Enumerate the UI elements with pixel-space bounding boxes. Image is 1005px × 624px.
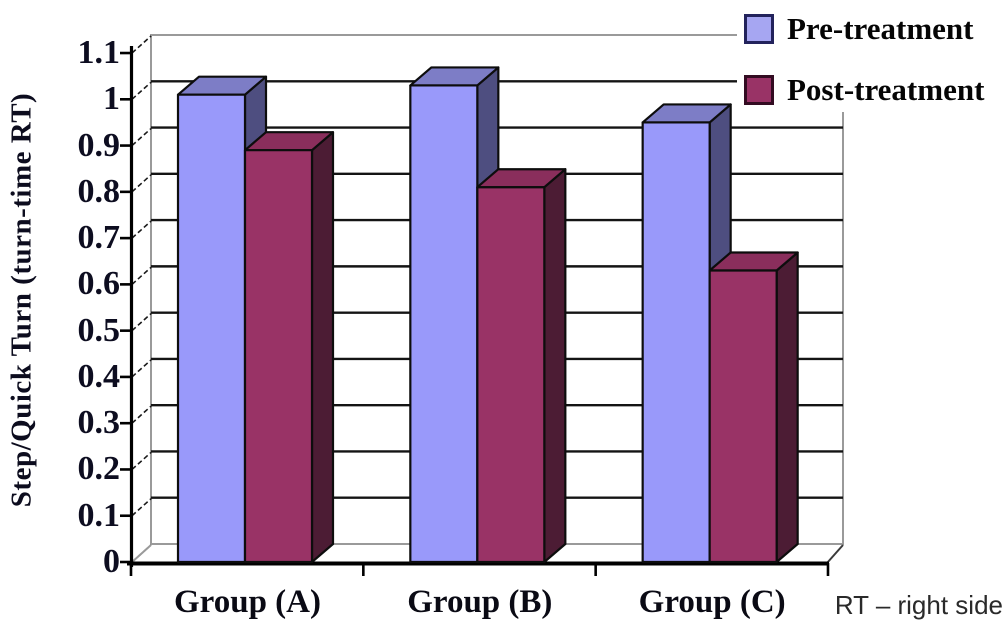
bar-front-Post-treatment-Group (B) <box>476 186 546 564</box>
floor-left-edge <box>130 544 152 564</box>
tick-depth-connector <box>131 498 152 517</box>
y-tick-label: 0.8 <box>77 172 121 210</box>
legend-swatch-post-treatment-icon <box>744 75 774 105</box>
bar-front-Pre-treatment-Group (B) <box>409 84 479 564</box>
bar-front-Post-treatment-Group (C) <box>708 269 778 564</box>
legend: Pre-treatment Post-treatment <box>737 0 1005 112</box>
y-tick-label: 0.3 <box>77 404 121 442</box>
tick-depth-connector <box>131 451 152 471</box>
legend-label-pre-treatment: Pre-treatment <box>787 11 974 46</box>
y-tick-label: 0.4 <box>77 357 121 395</box>
bar-front-Pre-treatment-Group (C) <box>641 121 711 564</box>
y-tick-label: 0 <box>103 543 120 580</box>
bar-side-Post-treatment-Group (C) <box>775 251 799 564</box>
bar-front-Post-treatment-Group (A) <box>243 149 314 564</box>
y-tick-label: 0.5 <box>77 311 121 349</box>
legend-row-pre-treatment: Pre-treatment <box>744 11 1005 47</box>
y-tick-label: 0.9 <box>77 126 121 164</box>
y-tick-label: 0.2 <box>77 450 121 488</box>
tick-depth-connector <box>131 127 152 147</box>
bar-side-Post-treatment-Group (A) <box>310 131 335 564</box>
tick-depth-connector <box>131 266 152 285</box>
bar-front-Pre-treatment-Group (A) <box>176 93 247 564</box>
y-tick-label: 1.1 <box>77 34 121 72</box>
tick-depth-connector <box>131 81 152 100</box>
x-category-label: Group (C) <box>638 584 786 620</box>
y-tick-label: 0.7 <box>77 219 121 257</box>
tick-depth-connector <box>131 174 152 193</box>
tick-depth-connector <box>131 359 152 378</box>
legend-swatch-pre-treatment-icon <box>744 14 774 44</box>
legend-row-post-treatment: Post-treatment <box>744 72 1005 108</box>
tick-depth-connector <box>131 35 152 54</box>
y-tick-label: 0.6 <box>77 265 121 303</box>
footnote-rt-right-side: RT – right side <box>834 590 1003 620</box>
tick-depth-connector <box>131 220 152 239</box>
x-category-label: Group (B) <box>407 584 553 620</box>
tick-depth-connector <box>131 405 152 424</box>
x-category-label: Group (A) <box>174 584 321 620</box>
y-tick-label: 0.1 <box>77 496 121 534</box>
floor-right-edge <box>826 544 844 564</box>
bar-side-Post-treatment-Group (B) <box>543 168 567 564</box>
legend-label-post-treatment: Post-treatment <box>787 72 985 107</box>
tick-depth-connector <box>131 313 152 332</box>
y-tick-label: 1 <box>103 80 120 118</box>
